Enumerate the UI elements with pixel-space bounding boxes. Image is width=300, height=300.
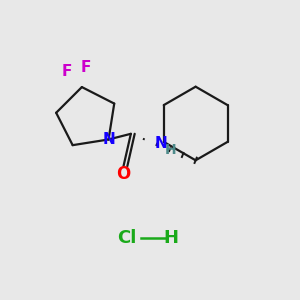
Text: H: H [164, 143, 176, 157]
Text: F: F [61, 64, 72, 79]
Text: H: H [164, 229, 179, 247]
Text: F: F [80, 60, 91, 75]
Text: O: O [116, 165, 130, 183]
Text: Cl: Cl [117, 229, 136, 247]
Text: N: N [102, 132, 115, 147]
Text: N: N [154, 136, 167, 151]
